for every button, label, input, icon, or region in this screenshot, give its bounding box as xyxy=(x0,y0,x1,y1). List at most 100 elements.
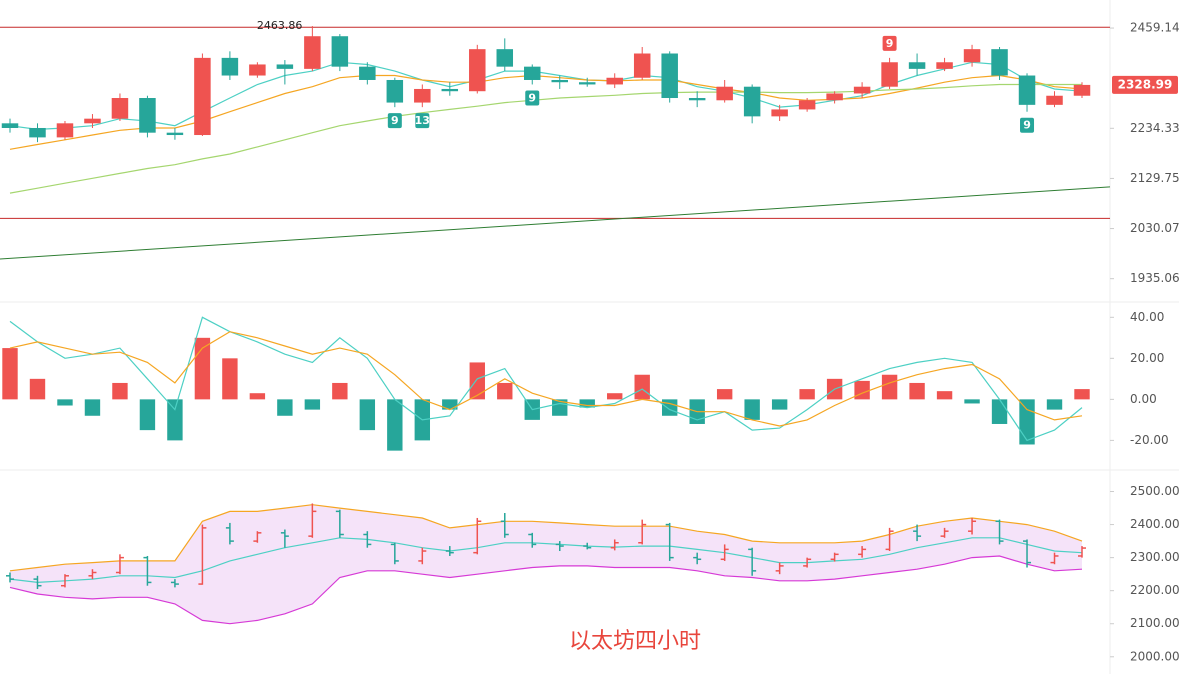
candle-body xyxy=(551,79,568,83)
candle-body xyxy=(963,49,981,63)
candle-body xyxy=(853,86,871,94)
candle-body xyxy=(771,109,788,117)
histogram-bar xyxy=(442,399,458,410)
moving-average xyxy=(9,74,1083,150)
candle-body xyxy=(276,64,294,69)
moving-average xyxy=(9,83,1082,194)
y-tick-label: 2300.00 xyxy=(1130,550,1179,564)
candle-body xyxy=(111,98,129,119)
candle-body xyxy=(414,88,431,103)
y-tick-label: 40.00 xyxy=(1130,310,1164,324)
candle-body xyxy=(221,57,239,76)
candle-body xyxy=(29,127,46,138)
y-tick-label: 2200.00 xyxy=(1130,583,1179,597)
candle-body xyxy=(826,93,843,101)
histogram-bar xyxy=(936,391,953,400)
td-marker xyxy=(525,90,540,106)
histogram-bar xyxy=(387,399,403,451)
td-marker xyxy=(387,113,402,129)
candle-body xyxy=(688,98,706,101)
histogram-bar xyxy=(1019,399,1035,445)
histogram-bar xyxy=(497,382,513,400)
y-tick-label: 2500.00 xyxy=(1130,484,1179,498)
td-count: 13 xyxy=(415,114,430,127)
histogram-bar xyxy=(661,399,678,416)
price-tag-label: 2328.99 xyxy=(1118,77,1173,91)
band-line xyxy=(9,537,1083,584)
candle-body xyxy=(1073,84,1091,96)
y-tick-label: 2030.07 xyxy=(1130,221,1179,235)
histogram-bar xyxy=(854,380,870,400)
candle-body xyxy=(1,123,19,128)
td-marker xyxy=(882,35,897,51)
histogram-bar xyxy=(222,358,238,400)
histogram-bar xyxy=(277,399,293,416)
histogram-bar xyxy=(909,382,925,400)
histogram-bar xyxy=(607,393,623,400)
y-tick-label: 1935.06 xyxy=(1130,271,1179,285)
histogram-bar xyxy=(771,399,788,410)
indicator-line xyxy=(9,316,1083,442)
y-tick-label: 2234.33 xyxy=(1130,121,1179,135)
indicator-line xyxy=(9,331,1083,427)
histogram-bar xyxy=(304,399,321,410)
histogram-bar xyxy=(2,348,18,400)
td-marker xyxy=(1020,117,1035,133)
candle-body xyxy=(991,49,1008,76)
y-tick-label: 2459.14 xyxy=(1130,21,1179,35)
histogram-bar xyxy=(964,399,980,404)
histogram-bar xyxy=(881,374,898,400)
y-tick-label: 2000.00 xyxy=(1130,649,1179,663)
td-count: 9 xyxy=(886,37,894,50)
histogram-bar xyxy=(57,399,73,406)
histogram-bar xyxy=(112,382,128,400)
histogram-bar xyxy=(799,389,815,400)
candle-body xyxy=(606,77,623,85)
candle-body xyxy=(908,62,926,69)
candle-body xyxy=(1046,95,1063,105)
candle-body xyxy=(56,123,74,138)
candle-body xyxy=(524,66,541,80)
histogram-bar xyxy=(332,382,348,400)
band-fill xyxy=(10,504,1082,624)
candle-body xyxy=(496,49,514,67)
candle-body xyxy=(716,86,733,101)
candle-body xyxy=(798,100,816,110)
y-tick-label: 2129.75 xyxy=(1130,171,1179,185)
candle-body xyxy=(84,118,101,124)
band-line xyxy=(9,555,1083,625)
candle-body xyxy=(194,57,211,136)
candle-body xyxy=(1018,75,1036,105)
candle-body xyxy=(331,36,349,67)
histogram-bar xyxy=(249,393,266,400)
td-count: 9 xyxy=(528,91,536,104)
candle-body xyxy=(936,62,953,69)
td-count: 9 xyxy=(391,114,399,127)
histogram-bar xyxy=(194,337,211,400)
candle-body xyxy=(249,64,266,76)
candle-body xyxy=(633,53,651,78)
candle-body xyxy=(469,49,486,92)
histogram-bar xyxy=(139,399,156,431)
histogram-bar xyxy=(991,399,1008,424)
td-count: 9 xyxy=(1023,119,1031,132)
y-tick-label: 2100.00 xyxy=(1130,616,1179,630)
high-label: 2463.86 xyxy=(257,19,303,32)
y-tick-label: 0.00 xyxy=(1130,392,1157,406)
chart-title: 以太坊四小时 xyxy=(569,629,701,654)
candle-body xyxy=(441,88,459,92)
price-tag xyxy=(1112,75,1178,94)
histogram-bar xyxy=(84,399,101,416)
candle-body xyxy=(386,79,404,103)
td-marker xyxy=(415,113,430,129)
histogram-bar xyxy=(1046,399,1063,410)
histogram-bar xyxy=(469,362,485,400)
y-tick-label: -20.00 xyxy=(1130,433,1169,447)
histogram-bar xyxy=(634,374,650,400)
candle-body xyxy=(304,36,321,69)
histogram-bar xyxy=(744,399,760,420)
candle-body xyxy=(661,53,678,99)
moving-average xyxy=(9,61,1083,131)
